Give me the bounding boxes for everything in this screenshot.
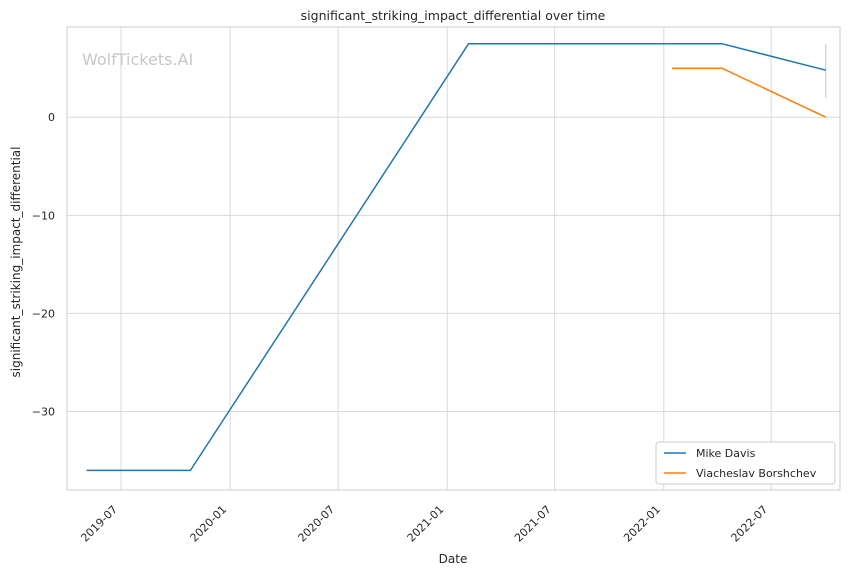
series-lines — [86, 42, 827, 472]
plot-frame — [66, 26, 841, 491]
y-tick-label: −20 — [32, 307, 55, 320]
series-line-viacheslav-borshchev — [672, 67, 827, 118]
watermark: WolfTickets.AI — [82, 50, 193, 69]
grid — [67, 27, 840, 490]
legend-frame — [655, 441, 836, 485]
y-tick-label: 0 — [48, 111, 55, 124]
chart-title: significant_striking_impact_differential… — [301, 8, 606, 23]
legend-label-mike-davis: Mike Davis — [696, 447, 756, 460]
x-axis-label: Date — [439, 552, 468, 566]
y-axis-label: significant_striking_impact_differential — [9, 147, 23, 378]
legend: Mike Davis Viacheslav Borshchev — [655, 441, 836, 485]
y-tick-label: −10 — [32, 209, 55, 222]
y-tick-label: −30 — [32, 406, 55, 419]
legend-label-viacheslav-borshchev: Viacheslav Borshchev — [696, 467, 817, 480]
series-line-mike-davis — [86, 42, 826, 472]
